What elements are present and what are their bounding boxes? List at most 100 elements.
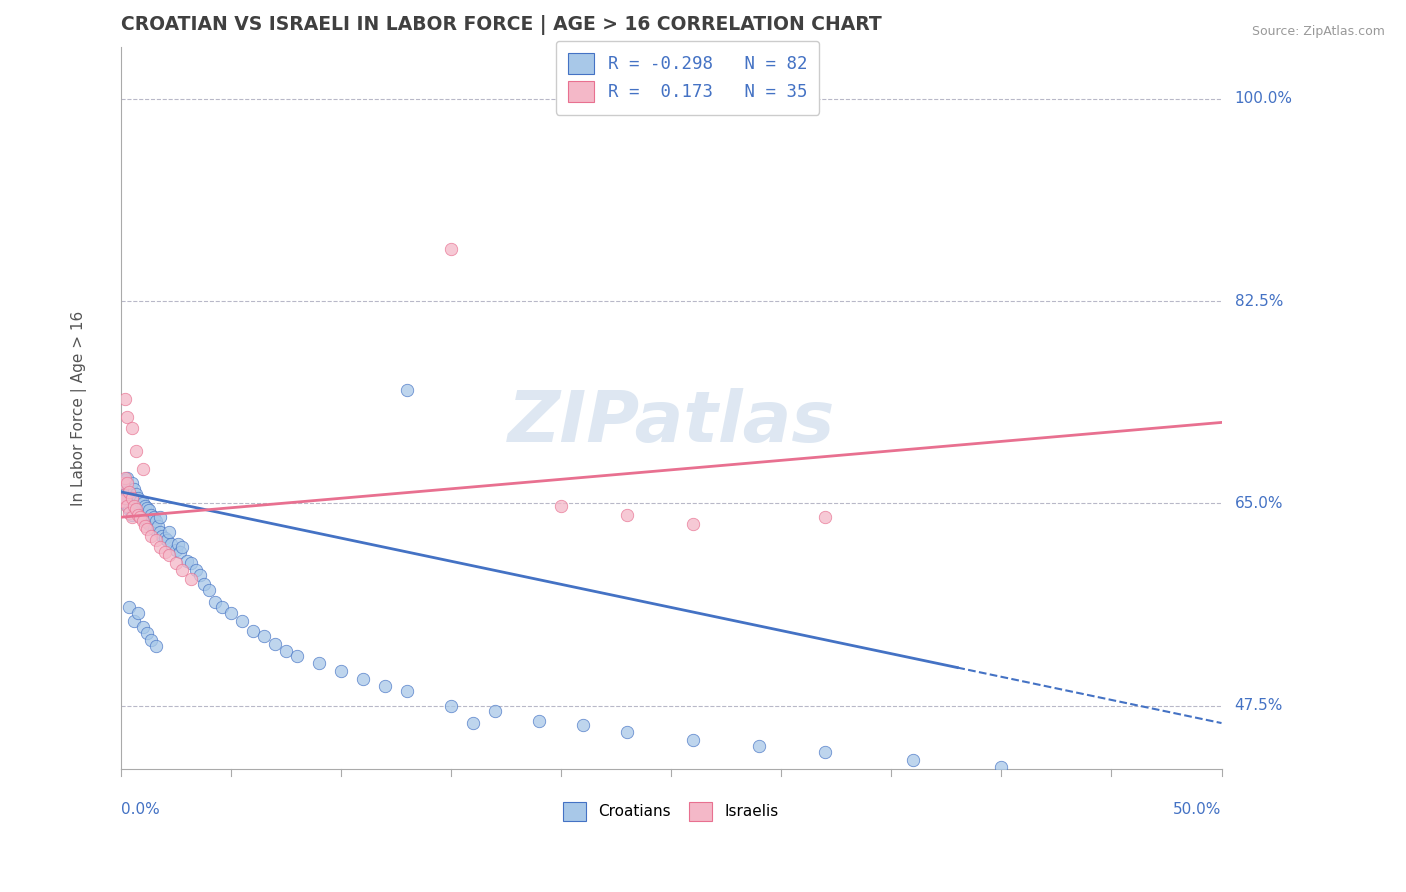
Point [616, 725, 638, 739]
Point [352, 672, 374, 686]
Text: Source: ZipAtlas.com: Source: ZipAtlas.com [1251, 25, 1385, 38]
Point [145, 514, 167, 528]
Point [440, 242, 463, 256]
Point [111, 494, 134, 508]
Point [204, 594, 226, 608]
Point [374, 679, 396, 693]
Point [122, 499, 145, 513]
Point [682, 733, 704, 747]
Point [121, 475, 143, 490]
Point [131, 514, 153, 528]
Point [184, 563, 207, 577]
Point [145, 533, 167, 548]
Point [219, 606, 242, 620]
Point [131, 496, 153, 510]
Point [395, 383, 418, 397]
Point [146, 519, 169, 533]
Text: ZIPatlas: ZIPatlas [508, 388, 835, 457]
Point [682, 517, 704, 532]
Point [814, 510, 837, 524]
Point [136, 515, 159, 529]
Text: In Labor Force | Age > 16: In Labor Force | Age > 16 [70, 310, 87, 506]
Point [329, 664, 352, 678]
Point [149, 525, 172, 540]
Point [165, 542, 187, 557]
Point [118, 502, 141, 516]
Point [125, 444, 148, 458]
Point [142, 522, 165, 536]
Point [118, 506, 141, 520]
Point [142, 510, 165, 524]
Point [114, 471, 136, 485]
Point [122, 499, 145, 513]
Point [121, 510, 143, 524]
Point [285, 648, 308, 663]
Point [121, 421, 143, 435]
Point [127, 491, 149, 505]
Point [145, 639, 167, 653]
Point [180, 572, 202, 586]
Point [121, 508, 143, 522]
Point [114, 473, 136, 487]
Point [129, 508, 152, 522]
Point [114, 392, 136, 407]
Point [122, 615, 145, 629]
Text: CROATIAN VS ISRAELI IN LABOR FORCE | AGE > 16 CORRELATION CHART: CROATIAN VS ISRAELI IN LABOR FORCE | AGE… [121, 15, 882, 35]
Point [157, 525, 180, 540]
Point [117, 491, 139, 505]
Point [117, 409, 139, 424]
Point [263, 637, 285, 651]
Point [180, 557, 202, 571]
Point [125, 487, 148, 501]
Text: 0.0%: 0.0% [121, 802, 159, 817]
Point [461, 716, 484, 731]
Point [127, 506, 149, 520]
Point [211, 600, 233, 615]
Point [156, 533, 179, 548]
Point [136, 501, 159, 516]
Point [169, 545, 191, 559]
Point [193, 577, 215, 591]
Point [138, 517, 160, 532]
Point [308, 656, 330, 670]
Point [153, 531, 176, 545]
Point [118, 484, 141, 499]
Point [136, 625, 159, 640]
Point [129, 494, 152, 508]
Point [165, 557, 187, 571]
Point [117, 499, 139, 513]
Legend: Croatians, Israelis: Croatians, Israelis [557, 796, 785, 827]
Point [176, 554, 198, 568]
Point [748, 739, 770, 754]
Text: 50.0%: 50.0% [1173, 802, 1222, 817]
Point [550, 499, 572, 513]
Point [149, 510, 172, 524]
Point [231, 615, 253, 629]
Point [153, 545, 176, 559]
Point [572, 718, 595, 732]
Point [127, 606, 149, 620]
Point [131, 510, 153, 524]
Point [141, 508, 163, 522]
Point [121, 491, 143, 505]
Point [138, 503, 160, 517]
Point [274, 644, 297, 658]
Point [117, 471, 139, 485]
Point [141, 632, 163, 647]
Point [114, 496, 136, 510]
Point [117, 484, 139, 499]
Point [167, 537, 190, 551]
Point [160, 537, 183, 551]
Point [990, 760, 1012, 774]
Point [484, 705, 506, 719]
Point [118, 484, 141, 499]
Point [114, 491, 136, 505]
Point [127, 508, 149, 522]
Text: 100.0%: 100.0% [1234, 91, 1292, 106]
Point [157, 549, 180, 563]
Point [172, 563, 194, 577]
Point [136, 522, 159, 536]
Point [149, 541, 172, 555]
Point [117, 475, 139, 490]
Point [131, 461, 153, 475]
